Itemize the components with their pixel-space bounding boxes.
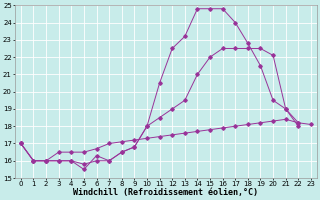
X-axis label: Windchill (Refroidissement éolien,°C): Windchill (Refroidissement éolien,°C) — [73, 188, 258, 197]
